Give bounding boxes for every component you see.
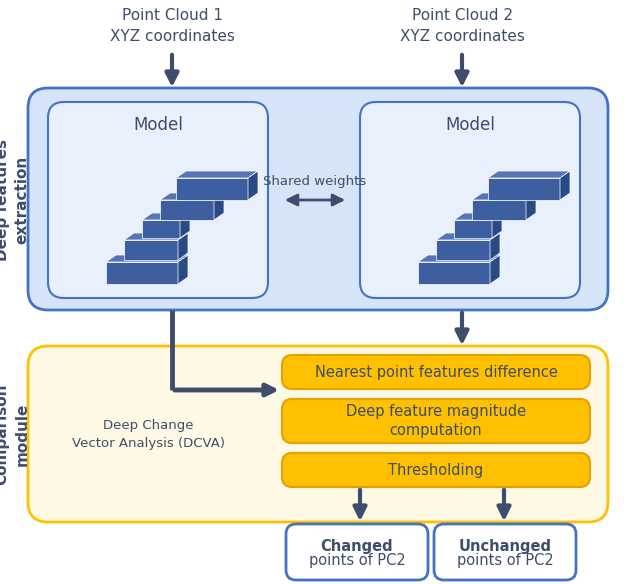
Text: Deep feature magnitude
computation: Deep feature magnitude computation [346, 404, 526, 438]
Polygon shape [176, 171, 258, 178]
Polygon shape [472, 200, 526, 220]
Polygon shape [214, 193, 224, 220]
Text: Deep Change
Vector Analysis (DCVA): Deep Change Vector Analysis (DCVA) [71, 419, 224, 450]
Text: Deep features
extraction: Deep features extraction [0, 139, 30, 261]
Polygon shape [526, 193, 536, 220]
FancyBboxPatch shape [28, 346, 608, 522]
Text: Thresholding: Thresholding [389, 463, 483, 478]
Text: Model: Model [445, 116, 495, 134]
Polygon shape [180, 213, 190, 238]
Text: Nearest point features difference: Nearest point features difference [315, 364, 557, 380]
Polygon shape [490, 255, 500, 284]
Polygon shape [454, 213, 502, 220]
Polygon shape [160, 193, 224, 200]
FancyBboxPatch shape [28, 88, 608, 310]
Polygon shape [418, 255, 500, 262]
Polygon shape [142, 220, 180, 238]
Text: points of PC2: points of PC2 [457, 554, 554, 568]
Polygon shape [472, 193, 536, 200]
Polygon shape [492, 213, 502, 238]
Polygon shape [418, 262, 490, 284]
Text: Model: Model [133, 116, 183, 134]
Polygon shape [124, 233, 188, 240]
FancyBboxPatch shape [48, 102, 268, 298]
Polygon shape [142, 213, 190, 220]
Polygon shape [106, 255, 188, 262]
Polygon shape [436, 233, 500, 240]
Polygon shape [436, 240, 490, 260]
FancyBboxPatch shape [360, 102, 580, 298]
Polygon shape [106, 262, 178, 284]
Text: Point Cloud 2
XYZ coordinates: Point Cloud 2 XYZ coordinates [399, 8, 525, 44]
Polygon shape [176, 178, 248, 200]
Polygon shape [124, 240, 178, 260]
Text: Comparison
module: Comparison module [0, 383, 30, 485]
Polygon shape [160, 200, 214, 220]
Polygon shape [488, 171, 570, 178]
Polygon shape [560, 171, 570, 200]
Text: Shared weights: Shared weights [264, 175, 367, 188]
FancyBboxPatch shape [282, 355, 590, 389]
Text: Point Cloud 1
XYZ coordinates: Point Cloud 1 XYZ coordinates [109, 8, 234, 44]
Polygon shape [454, 220, 492, 238]
Polygon shape [488, 178, 560, 200]
Polygon shape [248, 171, 258, 200]
FancyBboxPatch shape [282, 453, 590, 487]
Polygon shape [178, 255, 188, 284]
Polygon shape [178, 233, 188, 260]
Text: points of PC2: points of PC2 [308, 554, 405, 568]
Polygon shape [490, 233, 500, 260]
FancyBboxPatch shape [434, 524, 576, 580]
FancyBboxPatch shape [282, 399, 590, 443]
Text: Changed: Changed [320, 538, 393, 554]
Text: Unchanged: Unchanged [458, 538, 552, 554]
FancyBboxPatch shape [286, 524, 428, 580]
